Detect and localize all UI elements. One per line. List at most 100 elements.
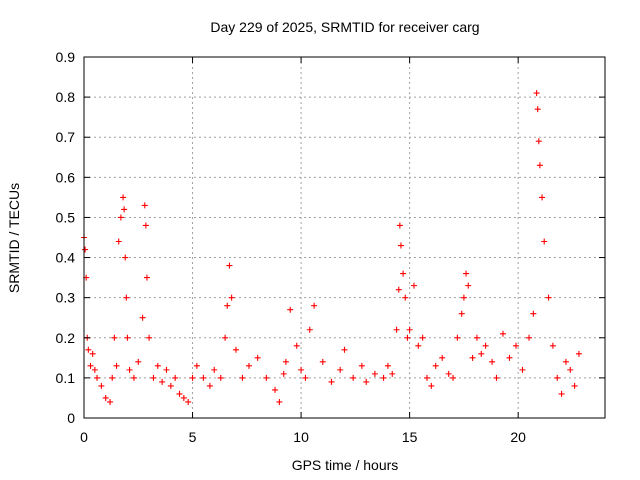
data-point (539, 194, 546, 201)
data-point (499, 330, 506, 337)
data-point (311, 302, 318, 309)
data-point (558, 390, 565, 397)
data-point (141, 202, 148, 209)
data-points (81, 90, 582, 405)
data-point (541, 238, 548, 245)
data-point (102, 394, 109, 401)
data-point (393, 326, 400, 333)
data-point (400, 270, 407, 277)
data-point (211, 366, 218, 373)
data-point (337, 366, 344, 373)
data-point (122, 254, 129, 261)
x-tick-label: 20 (510, 429, 526, 445)
data-point (193, 362, 200, 369)
grid-layer (84, 57, 605, 418)
y-tick-label: 0.5 (56, 209, 76, 225)
y-axis-label: SRMTID / TECUs (6, 183, 22, 293)
data-point (380, 374, 387, 381)
data-point (98, 382, 105, 389)
x-tick-label: 0 (80, 429, 88, 445)
data-point (469, 354, 476, 361)
y-tick-label: 0.2 (56, 330, 76, 346)
x-tick-label: 5 (189, 429, 197, 445)
data-point (419, 334, 426, 341)
data-point (113, 362, 120, 369)
data-point (91, 366, 98, 373)
axis-ticks: 0 0.1 0.2 0.3 0.4 0.5 0.6 0.7 0.8 0.9 0 5 10 15 20 (56, 49, 605, 445)
y-tick-label: 0.6 (56, 169, 76, 185)
data-point (341, 346, 348, 353)
data-point (176, 390, 183, 397)
data-point (395, 286, 402, 293)
data-point (358, 362, 365, 369)
data-point (200, 374, 207, 381)
data-point (276, 398, 283, 405)
data-point (239, 374, 246, 381)
data-point (554, 374, 561, 381)
data-point (473, 334, 480, 341)
data-point (94, 374, 101, 381)
data-point (478, 350, 485, 357)
y-tick-label: 0.3 (56, 290, 76, 306)
data-point (107, 398, 114, 405)
data-point (159, 378, 166, 385)
data-point (534, 106, 541, 113)
data-point (465, 282, 472, 289)
data-point (519, 366, 526, 373)
data-point (150, 374, 157, 381)
data-point (217, 374, 224, 381)
data-point (493, 374, 500, 381)
data-point (206, 382, 213, 389)
data-point (180, 394, 187, 401)
data-point (454, 334, 461, 341)
data-point (121, 206, 128, 213)
y-tick-label: 0.7 (56, 129, 76, 145)
data-point (154, 362, 161, 369)
data-point (404, 334, 411, 341)
plot-frame (83, 56, 606, 419)
data-point (163, 366, 170, 373)
data-point (293, 342, 300, 349)
data-point (384, 362, 391, 369)
x-tick-label: 15 (402, 429, 418, 445)
data-point (463, 270, 470, 277)
data-point (254, 354, 261, 361)
data-point (439, 354, 446, 361)
data-point (135, 358, 142, 365)
data-point (489, 358, 496, 365)
data-point (567, 366, 574, 373)
data-point (363, 378, 370, 385)
data-point (389, 370, 396, 377)
data-point (428, 382, 435, 389)
data-point (280, 370, 287, 377)
data-point (319, 358, 326, 365)
data-point (445, 370, 452, 377)
data-point (120, 194, 127, 201)
data-point (549, 342, 556, 349)
data-point (302, 374, 309, 381)
data-point (189, 374, 196, 381)
y-tick-label: 0.4 (56, 250, 76, 266)
data-point (224, 302, 231, 309)
data-point (89, 350, 96, 357)
data-point (226, 262, 233, 269)
data-point (530, 310, 537, 317)
data-point (85, 346, 92, 353)
data-point (512, 342, 519, 349)
data-point (109, 374, 116, 381)
data-point (350, 374, 357, 381)
data-point (571, 382, 578, 389)
data-point (328, 378, 335, 385)
data-point (533, 90, 540, 97)
data-point (82, 246, 89, 253)
data-point (143, 274, 150, 281)
data-point (245, 362, 252, 369)
data-point (124, 334, 131, 341)
data-point (397, 242, 404, 249)
data-point (287, 306, 294, 313)
data-point (306, 326, 313, 333)
data-point (298, 366, 305, 373)
data-point (167, 382, 174, 389)
x-tick-label: 10 (293, 429, 309, 445)
